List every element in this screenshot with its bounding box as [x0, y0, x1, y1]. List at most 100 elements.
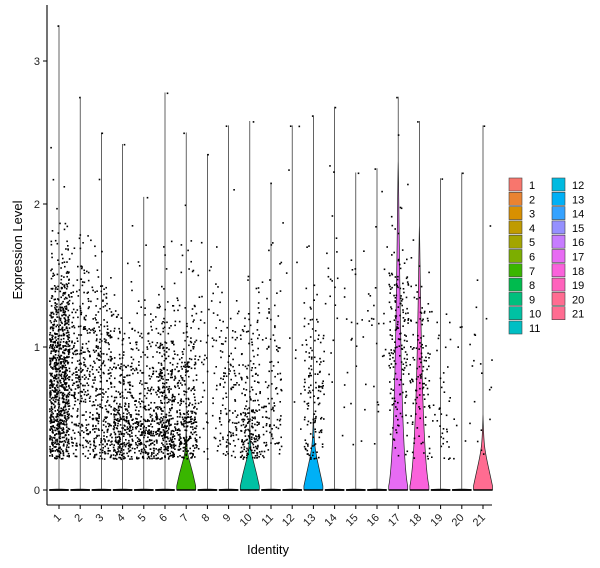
data-point: [67, 309, 70, 312]
data-point: [65, 423, 68, 425]
data-point: [365, 383, 367, 386]
data-point: [427, 393, 429, 396]
data-point: [272, 408, 274, 410]
data-point: [172, 447, 175, 449]
data-point: [109, 359, 112, 362]
data-point: [423, 382, 425, 385]
data-point: [245, 456, 248, 459]
data-point: [52, 275, 54, 277]
data-point: [153, 444, 156, 446]
data-point: [87, 449, 90, 452]
data-point: [71, 438, 73, 440]
data-point: [194, 406, 196, 408]
data-point: [163, 391, 166, 393]
data-point: [429, 353, 431, 355]
data-point: [186, 458, 188, 460]
data-point: [164, 321, 166, 324]
data-point: [251, 341, 253, 344]
data-point: [53, 377, 55, 380]
data-point: [59, 303, 62, 306]
data-point: [415, 321, 418, 324]
data-point: [406, 353, 408, 356]
data-point: [141, 423, 144, 425]
data-point: [119, 330, 121, 333]
data-point: [135, 368, 138, 371]
data-point: [215, 283, 217, 285]
data-point: [147, 419, 149, 421]
data-point: [93, 437, 96, 440]
data-point: [245, 424, 248, 427]
data-point: [335, 237, 338, 239]
data-point: [194, 367, 196, 370]
data-point: [174, 426, 176, 428]
data-point: [222, 453, 225, 455]
data-point: [161, 372, 163, 375]
data-point: [236, 312, 239, 315]
data-point: [113, 426, 116, 429]
data-point: [49, 339, 51, 341]
data-point: [119, 396, 122, 398]
data-point: [412, 333, 414, 336]
data-point: [103, 438, 105, 440]
data-point: [56, 413, 59, 415]
data-point: [268, 312, 270, 314]
data-point: [279, 347, 281, 349]
data-point: [93, 332, 95, 334]
data-point: [106, 380, 108, 382]
data-point: [92, 414, 94, 416]
data-point: [313, 413, 316, 415]
data-point: [150, 325, 152, 328]
data-point: [289, 337, 291, 339]
data-point: [268, 370, 270, 373]
data-point: [402, 317, 405, 319]
data-point: [97, 347, 99, 350]
data-point: [397, 401, 399, 404]
data-point: [62, 341, 65, 343]
data-point: [229, 370, 231, 372]
data-point: [102, 388, 104, 391]
data-point: [425, 360, 427, 362]
data-point: [55, 443, 58, 445]
data-point: [255, 447, 258, 450]
data-point: [59, 355, 61, 358]
data-point: [312, 422, 315, 424]
data-point: [179, 412, 181, 414]
data-point: [78, 380, 81, 383]
data-point: [65, 369, 67, 371]
data-point: [102, 420, 105, 422]
data-point: [171, 429, 174, 432]
data-point: [157, 430, 160, 432]
data-point: [482, 453, 485, 455]
data-point: [63, 349, 65, 352]
data-point: [334, 106, 337, 109]
data-point: [121, 369, 124, 371]
data-point: [407, 312, 409, 314]
data-point: [141, 456, 144, 459]
data-point: [59, 391, 62, 394]
data-point: [212, 292, 214, 295]
data-point: [77, 384, 80, 386]
data-point: [312, 445, 314, 447]
data-point: [132, 358, 135, 361]
data-point: [252, 451, 254, 454]
data-point: [193, 304, 196, 307]
data-point: [170, 450, 173, 453]
data-point: [279, 423, 282, 426]
data-point: [51, 443, 53, 445]
data-point: [49, 390, 52, 393]
legend-key-3: [508, 206, 523, 220]
data-point: [295, 349, 297, 351]
data-point: [211, 345, 214, 348]
data-point: [309, 374, 311, 377]
data-point: [51, 415, 53, 418]
data-point: [126, 428, 129, 430]
data-point: [256, 456, 258, 459]
data-point: [389, 409, 391, 411]
data-point: [124, 457, 126, 459]
data-point: [132, 423, 135, 425]
data-point: [170, 441, 173, 443]
data-point: [293, 401, 296, 403]
data-point: [309, 319, 312, 321]
data-point: [420, 345, 422, 348]
data-point: [181, 379, 184, 381]
